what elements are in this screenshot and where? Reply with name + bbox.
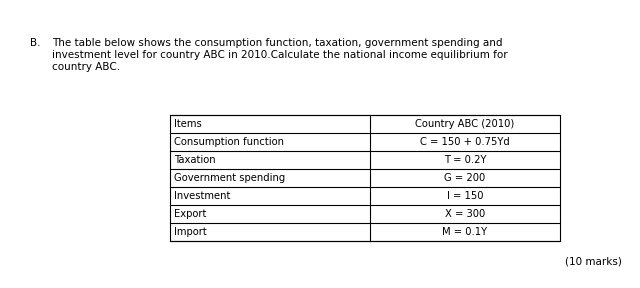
Text: I = 150: I = 150	[447, 191, 483, 201]
Text: (10 marks): (10 marks)	[565, 256, 622, 266]
Text: Items: Items	[174, 119, 202, 129]
Text: Taxation: Taxation	[174, 155, 216, 165]
Text: B.: B.	[30, 38, 40, 48]
Text: T = 0.2Y: T = 0.2Y	[444, 155, 486, 165]
Text: Country ABC (2010): Country ABC (2010)	[415, 119, 515, 129]
Bar	[170, 115, 560, 241]
Text: Investment: Investment	[174, 191, 230, 201]
Text: Consumption function: Consumption function	[174, 137, 284, 147]
Text: Export: Export	[174, 209, 206, 219]
Text: investment level for country ABC in 2010.Calculate the national income equilibri: investment level for country ABC in 2010…	[52, 50, 508, 60]
Text: country ABC.: country ABC.	[52, 62, 120, 72]
Text: C = 150 + 0.75Yd: C = 150 + 0.75Yd	[420, 137, 510, 147]
Text: X = 300: X = 300	[445, 209, 485, 219]
Text: Import: Import	[174, 227, 207, 237]
Text: Government spending: Government spending	[174, 173, 285, 183]
Text: The table below shows the consumption function, taxation, government spending an: The table below shows the consumption fu…	[52, 38, 502, 48]
Text: M = 0.1Y: M = 0.1Y	[442, 227, 488, 237]
Text: G = 200: G = 200	[444, 173, 486, 183]
